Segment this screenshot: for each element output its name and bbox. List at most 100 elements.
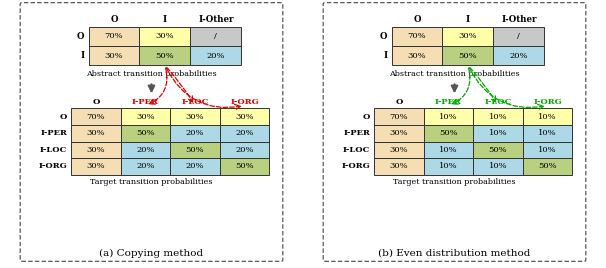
Text: 50%: 50% <box>136 129 155 137</box>
Text: Target transition probabilities: Target transition probabilities <box>90 178 213 186</box>
Text: I-ORG: I-ORG <box>341 162 370 170</box>
Text: 70%: 70% <box>105 32 123 40</box>
Bar <box>71 125 121 142</box>
Bar <box>523 142 573 158</box>
Text: 30%: 30% <box>87 162 105 170</box>
Bar <box>374 158 424 175</box>
Text: I: I <box>163 14 167 24</box>
Text: Abstract transition probabilities: Abstract transition probabilities <box>389 70 520 78</box>
Text: 20%: 20% <box>510 52 528 60</box>
Text: 30%: 30% <box>105 52 123 60</box>
Text: 20%: 20% <box>186 162 204 170</box>
Text: I-LOC: I-LOC <box>181 98 208 106</box>
Text: 10%: 10% <box>488 129 507 137</box>
Text: 30%: 30% <box>459 32 477 40</box>
Text: 20%: 20% <box>136 162 155 170</box>
Text: 20%: 20% <box>186 129 204 137</box>
Text: 10%: 10% <box>488 162 507 170</box>
Bar <box>220 108 270 125</box>
Text: 20%: 20% <box>235 146 254 154</box>
Text: I-ORG: I-ORG <box>533 98 562 106</box>
Bar <box>121 125 170 142</box>
Text: 20%: 20% <box>207 52 225 60</box>
Text: O: O <box>413 14 421 24</box>
Text: I-LOC: I-LOC <box>484 98 511 106</box>
Text: 30%: 30% <box>185 113 204 121</box>
Bar <box>170 142 220 158</box>
Text: 10%: 10% <box>439 162 458 170</box>
Text: Target transition probabilities: Target transition probabilities <box>393 178 516 186</box>
Bar <box>473 142 523 158</box>
FancyBboxPatch shape <box>20 3 283 261</box>
Text: I-Other: I-Other <box>198 14 233 24</box>
Text: 30%: 30% <box>156 32 174 40</box>
Bar <box>190 46 241 65</box>
Text: 30%: 30% <box>390 146 408 154</box>
Bar <box>424 125 473 142</box>
Text: O: O <box>77 32 84 41</box>
Text: I: I <box>466 14 470 24</box>
Text: Abstract transition probabilities: Abstract transition probabilities <box>86 70 217 78</box>
Bar <box>424 158 473 175</box>
Text: I-Other: I-Other <box>501 14 536 24</box>
Bar <box>374 108 424 125</box>
Bar <box>523 108 573 125</box>
Text: 10%: 10% <box>538 146 557 154</box>
Text: 30%: 30% <box>87 129 105 137</box>
Bar <box>71 108 121 125</box>
Text: 50%: 50% <box>488 146 507 154</box>
Text: 50%: 50% <box>185 146 204 154</box>
Text: I-LOC: I-LOC <box>343 146 370 154</box>
Text: O: O <box>110 14 118 24</box>
Text: I-PER: I-PER <box>40 129 67 137</box>
Bar <box>170 158 220 175</box>
Bar <box>424 142 473 158</box>
Text: I: I <box>81 51 84 60</box>
Text: 70%: 70% <box>390 113 408 121</box>
Text: I-LOC: I-LOC <box>40 146 67 154</box>
Text: /: / <box>518 32 521 40</box>
Bar <box>424 108 473 125</box>
Text: 50%: 50% <box>459 52 477 60</box>
Bar <box>473 108 523 125</box>
Bar <box>121 108 170 125</box>
Bar <box>391 27 442 46</box>
Text: O: O <box>60 113 67 121</box>
Text: 50%: 50% <box>235 162 254 170</box>
Text: 10%: 10% <box>439 146 458 154</box>
Bar <box>391 46 442 65</box>
Bar <box>220 158 270 175</box>
Text: 30%: 30% <box>408 52 426 60</box>
Text: I-PER: I-PER <box>132 98 159 106</box>
Text: 50%: 50% <box>538 162 557 170</box>
Bar <box>170 125 220 142</box>
Bar <box>121 158 170 175</box>
Bar <box>88 27 139 46</box>
Text: 50%: 50% <box>439 129 458 137</box>
Bar <box>88 46 139 65</box>
Text: 30%: 30% <box>390 162 408 170</box>
Bar <box>473 125 523 142</box>
Text: 30%: 30% <box>87 146 105 154</box>
Text: /: / <box>215 32 218 40</box>
Text: 10%: 10% <box>439 113 458 121</box>
Text: I-PER: I-PER <box>435 98 462 106</box>
Bar <box>139 46 190 65</box>
Text: 10%: 10% <box>538 129 557 137</box>
Text: I-ORG: I-ORG <box>38 162 67 170</box>
Bar <box>71 142 121 158</box>
Text: 70%: 70% <box>408 32 426 40</box>
Text: 20%: 20% <box>235 129 254 137</box>
Bar <box>523 125 573 142</box>
Text: 70%: 70% <box>87 113 105 121</box>
Bar <box>139 27 190 46</box>
Text: (a) Copying method: (a) Copying method <box>99 249 204 258</box>
Text: 30%: 30% <box>235 113 254 121</box>
Text: 10%: 10% <box>538 113 557 121</box>
Bar <box>71 158 121 175</box>
Text: O: O <box>92 98 99 106</box>
Text: I-PER: I-PER <box>343 129 370 137</box>
FancyBboxPatch shape <box>323 3 586 261</box>
Bar <box>170 108 220 125</box>
Text: I: I <box>384 51 387 60</box>
